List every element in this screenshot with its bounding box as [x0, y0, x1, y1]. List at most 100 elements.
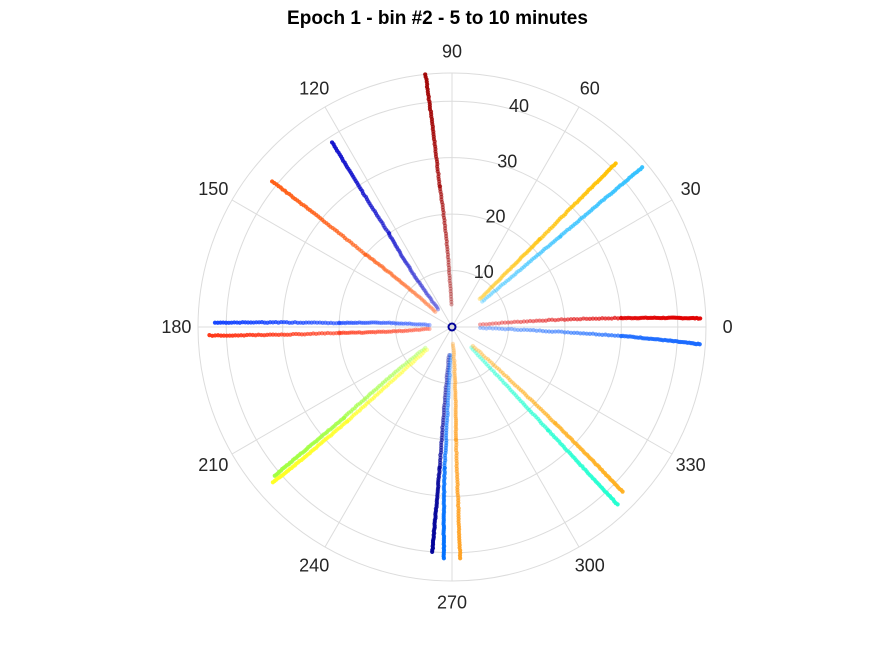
data-point — [562, 317, 567, 322]
data-point — [697, 342, 702, 347]
tick-labels: 0 30 60 90 120 150 180 210 240 270 300 330 10 20 30 40 — [161, 41, 732, 612]
data-point — [568, 330, 574, 335]
data-point — [499, 320, 505, 325]
data-point — [581, 316, 586, 321]
data-point — [446, 270, 452, 275]
data-point — [421, 350, 426, 355]
data-point — [431, 308, 436, 313]
data-point — [425, 292, 430, 297]
data-point — [606, 316, 611, 321]
data-point — [429, 297, 434, 302]
data-point — [448, 283, 453, 289]
data-point — [512, 319, 517, 324]
data-point — [487, 325, 492, 331]
data-point — [515, 327, 520, 333]
data-series — [430, 352, 452, 555]
data-point — [484, 326, 489, 331]
data-point — [221, 333, 226, 338]
data-point — [525, 327, 530, 333]
data-point — [410, 356, 415, 361]
data-point — [443, 390, 448, 395]
data-point — [450, 341, 456, 347]
data-point — [415, 293, 420, 298]
data-point — [505, 268, 510, 274]
data-point — [379, 320, 384, 326]
data-point — [518, 319, 523, 325]
data-point — [565, 330, 571, 335]
data-point — [423, 345, 428, 350]
data-point — [556, 317, 561, 322]
data-point — [404, 284, 409, 289]
data-point — [543, 329, 549, 334]
data-point — [531, 328, 536, 333]
data-point — [430, 306, 435, 311]
data-point — [444, 382, 449, 388]
r-tick-label: 40 — [509, 96, 529, 116]
data-point — [481, 358, 486, 363]
data-point — [474, 347, 479, 352]
data-point — [403, 362, 408, 367]
data-point — [524, 319, 530, 324]
data-point — [568, 317, 574, 322]
data-point — [396, 373, 401, 378]
data-point — [496, 374, 501, 379]
data-point — [603, 332, 608, 337]
data-point — [506, 277, 511, 283]
data-point — [447, 363, 452, 368]
data-point — [500, 370, 505, 375]
data-point — [329, 140, 335, 145]
data-point — [393, 321, 398, 326]
data-point — [469, 345, 474, 350]
data-point — [421, 322, 426, 327]
data-point — [521, 319, 527, 324]
data-point — [446, 265, 452, 270]
data-point — [212, 320, 218, 325]
data-point — [597, 332, 602, 337]
data-point — [409, 288, 414, 293]
data-point — [612, 315, 617, 321]
data-point — [416, 279, 421, 284]
data-point — [571, 316, 577, 322]
data-point — [615, 333, 621, 338]
data-point — [494, 373, 500, 378]
data-point — [487, 365, 493, 371]
data-point — [487, 287, 492, 292]
data-point — [445, 252, 451, 257]
theta-tick-label: 150 — [198, 179, 228, 199]
theta-grid-line — [324, 326, 453, 548]
data-point — [640, 165, 645, 170]
data-point — [593, 332, 599, 337]
data-point — [207, 333, 212, 338]
data-point — [490, 321, 495, 326]
data-point — [446, 385, 451, 390]
data-point — [528, 318, 533, 324]
data-point — [511, 273, 516, 278]
data-point — [500, 326, 505, 332]
data-point — [391, 328, 396, 334]
data-point — [508, 266, 513, 271]
data-point — [480, 352, 485, 357]
data-point — [472, 345, 477, 350]
data-point — [415, 322, 420, 327]
data-point — [302, 332, 307, 337]
data-point — [377, 329, 382, 334]
data-point — [381, 320, 386, 325]
data-point — [494, 288, 499, 293]
data-point — [447, 370, 452, 375]
data-point — [496, 326, 502, 331]
data-point — [423, 72, 428, 77]
data-points — [207, 72, 703, 561]
data-point — [500, 274, 505, 279]
data-point — [615, 316, 621, 321]
data-point — [405, 321, 410, 326]
data-point — [479, 295, 484, 300]
data-point — [472, 349, 477, 354]
data-point — [521, 327, 527, 332]
data-series — [478, 325, 702, 347]
data-point — [447, 375, 452, 380]
data-series — [450, 341, 463, 561]
data-point — [498, 376, 503, 381]
data-point — [444, 372, 449, 378]
data-point — [417, 327, 422, 333]
theta-grid-line — [451, 326, 673, 455]
